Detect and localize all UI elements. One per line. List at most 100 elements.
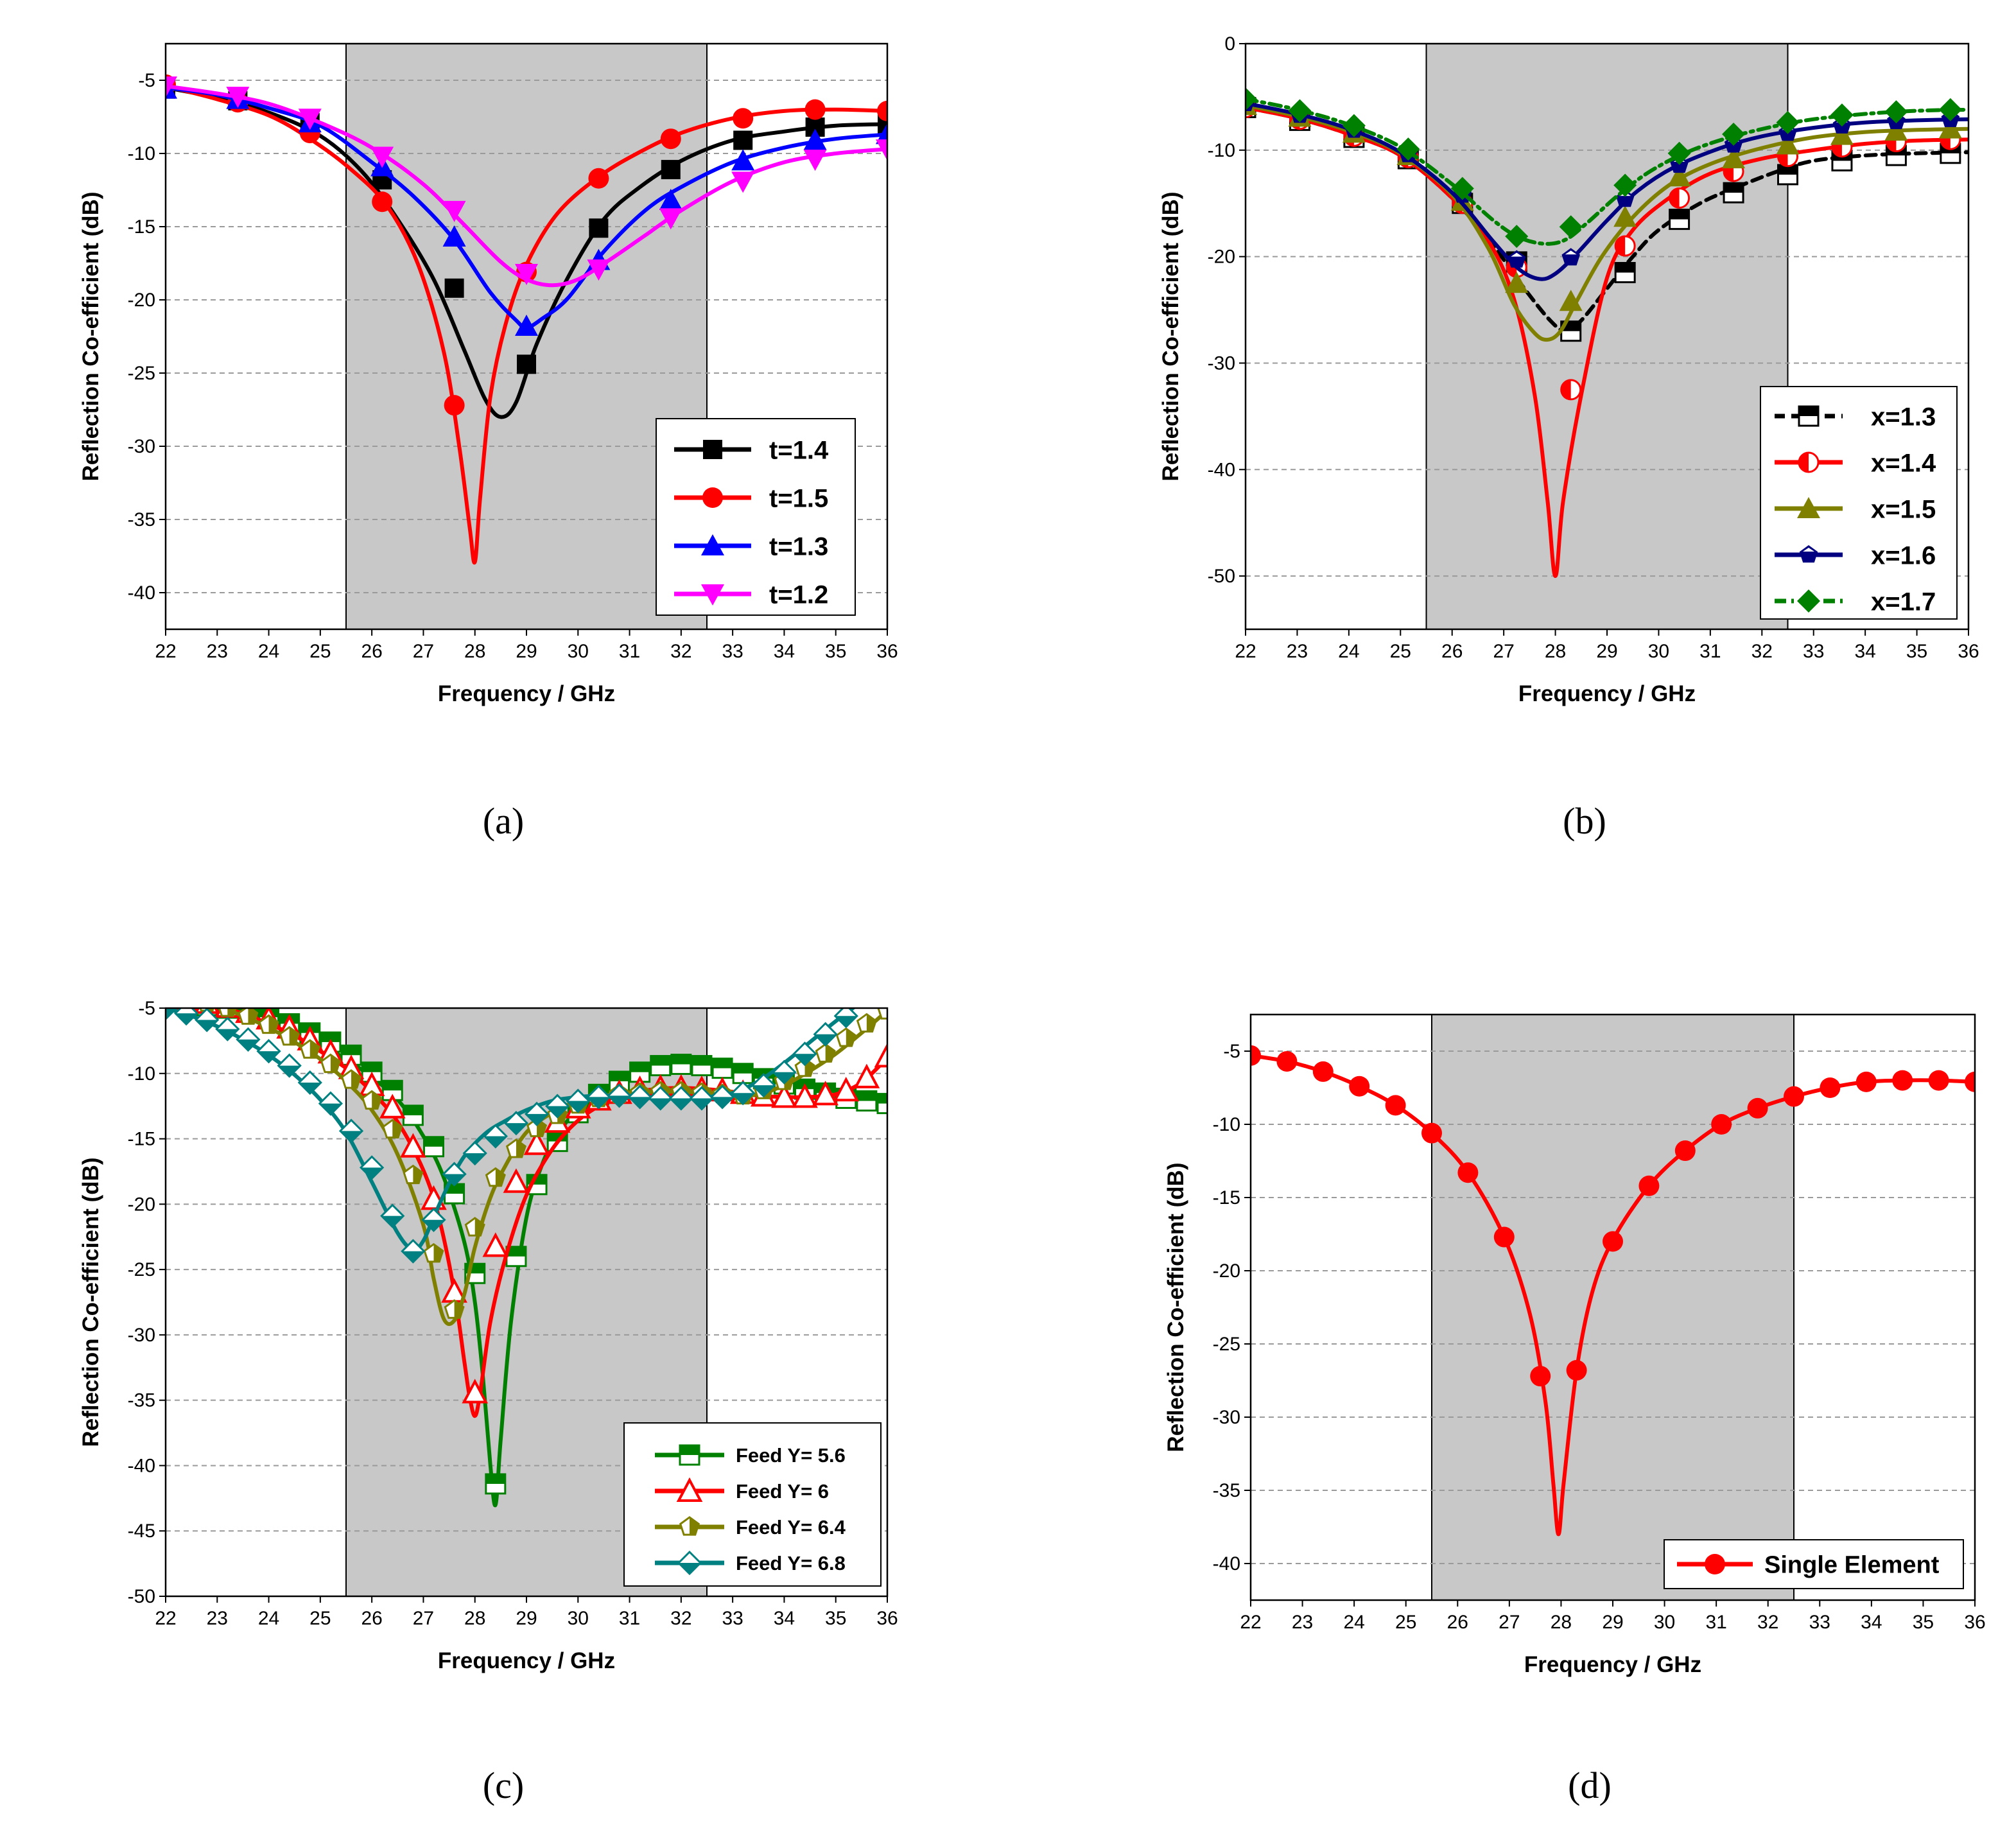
series-t=1.2 xyxy=(166,76,887,288)
y-axis-label: Reflection Co-efficient (dB) xyxy=(1163,1162,1188,1452)
data-point xyxy=(1603,1231,1623,1252)
data-point xyxy=(771,1083,797,1108)
x-tick-label: 26 xyxy=(1441,641,1463,662)
legend-label: Feed Y= 5.6 xyxy=(736,1444,846,1467)
x-tick-label: 22 xyxy=(155,641,176,662)
legend-label: Single Element xyxy=(1764,1552,1940,1579)
plot-frame xyxy=(1249,1013,1976,1601)
data-point xyxy=(670,1054,692,1076)
legend-label: x=1.3 xyxy=(1871,403,1936,431)
x-tick-label: 30 xyxy=(1648,641,1669,662)
data-point xyxy=(589,218,609,238)
data-point xyxy=(1938,117,1962,139)
data-point xyxy=(1530,1366,1551,1387)
data-point xyxy=(1507,250,1526,268)
x-tick-label: 24 xyxy=(1343,1612,1364,1633)
y-tick-label: -30 xyxy=(1213,1407,1240,1428)
data-point xyxy=(1457,1162,1479,1183)
data-point xyxy=(226,87,250,109)
legend-entry: x=1.6 xyxy=(1775,541,1936,570)
y-tick-label: -45 xyxy=(128,1521,155,1542)
legend-marker xyxy=(676,1477,703,1502)
data-point xyxy=(1669,209,1690,231)
x-tick-label: 28 xyxy=(464,641,485,662)
x-tick-label: 26 xyxy=(1447,1612,1468,1633)
shaded-band xyxy=(345,43,708,630)
x-tick-label: 25 xyxy=(309,641,331,662)
data-point xyxy=(1965,1071,1975,1092)
x-tick-label: 36 xyxy=(1958,641,1979,662)
x-tick-label: 31 xyxy=(1705,1612,1726,1633)
data-point xyxy=(503,1111,529,1136)
data-point xyxy=(1614,235,1636,257)
legend-marker xyxy=(703,440,722,459)
data-point xyxy=(173,1008,200,1011)
data-point xyxy=(1830,103,1854,127)
panel-caption: (d) xyxy=(1568,1765,1612,1806)
data-point xyxy=(370,146,394,168)
data-point xyxy=(1638,1175,1660,1196)
x-tick-label: 25 xyxy=(1395,1612,1416,1633)
data-point xyxy=(1820,1077,1841,1098)
data-point xyxy=(177,989,196,1007)
data-point xyxy=(803,150,827,171)
data-point xyxy=(382,1119,403,1138)
x-tick-label: 33 xyxy=(1809,1612,1830,1633)
data-point xyxy=(442,225,466,247)
x-tick-label: 34 xyxy=(774,1608,795,1629)
data-point xyxy=(379,1094,406,1119)
y-tick-label: -35 xyxy=(1213,1480,1240,1501)
data-point xyxy=(733,130,753,150)
x-tick-label: 33 xyxy=(1803,641,1824,662)
data-point xyxy=(1312,1061,1334,1082)
chart-panel-d: -5 -10 -15 -20 -25 -30 -35 -40 22 23 24 25 26 27 28 29 3… xyxy=(1163,1013,1986,1806)
data-point xyxy=(1450,177,1474,200)
data-point xyxy=(1776,110,1800,134)
y-tick-label: -35 xyxy=(128,1390,155,1411)
data-point xyxy=(505,1138,526,1158)
plot-frame xyxy=(1244,42,1970,631)
x-tick-label: 24 xyxy=(258,1608,279,1629)
panel-caption: (a) xyxy=(483,800,524,842)
data-point xyxy=(1747,1097,1768,1119)
y-tick-label: -40 xyxy=(128,582,155,604)
data-point xyxy=(166,77,177,99)
y-tick-label: -10 xyxy=(128,143,155,164)
legend-entry: t=1.4 xyxy=(674,436,829,464)
x-tick-label: 26 xyxy=(361,1608,382,1629)
x-tick-label: 36 xyxy=(876,641,898,662)
data-point xyxy=(1276,1050,1298,1072)
data-point xyxy=(381,1079,403,1101)
data-point xyxy=(1396,137,1420,161)
x-tick-label: 28 xyxy=(1551,1612,1572,1633)
data-point xyxy=(1830,123,1854,145)
y-tick-label: -40 xyxy=(1208,459,1235,480)
plot-frame xyxy=(164,1007,889,1598)
legend-entry: t=1.2 xyxy=(674,580,828,609)
data-point xyxy=(279,1025,300,1046)
data-point xyxy=(1421,1122,1442,1144)
data-point xyxy=(423,1242,444,1263)
data-point xyxy=(731,171,755,193)
y-tick-label: 0 xyxy=(1224,33,1235,55)
y-tick-label: -10 xyxy=(128,1063,155,1085)
data-point xyxy=(1711,1114,1732,1135)
data-point xyxy=(1342,114,1366,137)
data-point xyxy=(1855,1071,1877,1092)
data-point xyxy=(659,208,682,230)
data-point xyxy=(1613,173,1637,197)
y-tick-label: -30 xyxy=(128,1325,155,1346)
y-tick-label: -20 xyxy=(1208,247,1235,268)
data-point xyxy=(627,1085,652,1110)
y-tick-label: -50 xyxy=(1208,566,1235,587)
data-point xyxy=(505,1246,527,1268)
data-point xyxy=(1349,1076,1370,1097)
x-tick-label: 25 xyxy=(1390,641,1411,662)
x-tick-label: 23 xyxy=(207,641,228,662)
data-point xyxy=(444,1299,465,1319)
y-tick-label: -15 xyxy=(1213,1187,1240,1208)
data-point xyxy=(1884,119,1908,141)
x-tick-label: 34 xyxy=(1861,1612,1882,1633)
y-tick-label: -20 xyxy=(128,1194,155,1215)
data-point xyxy=(1722,147,1746,169)
